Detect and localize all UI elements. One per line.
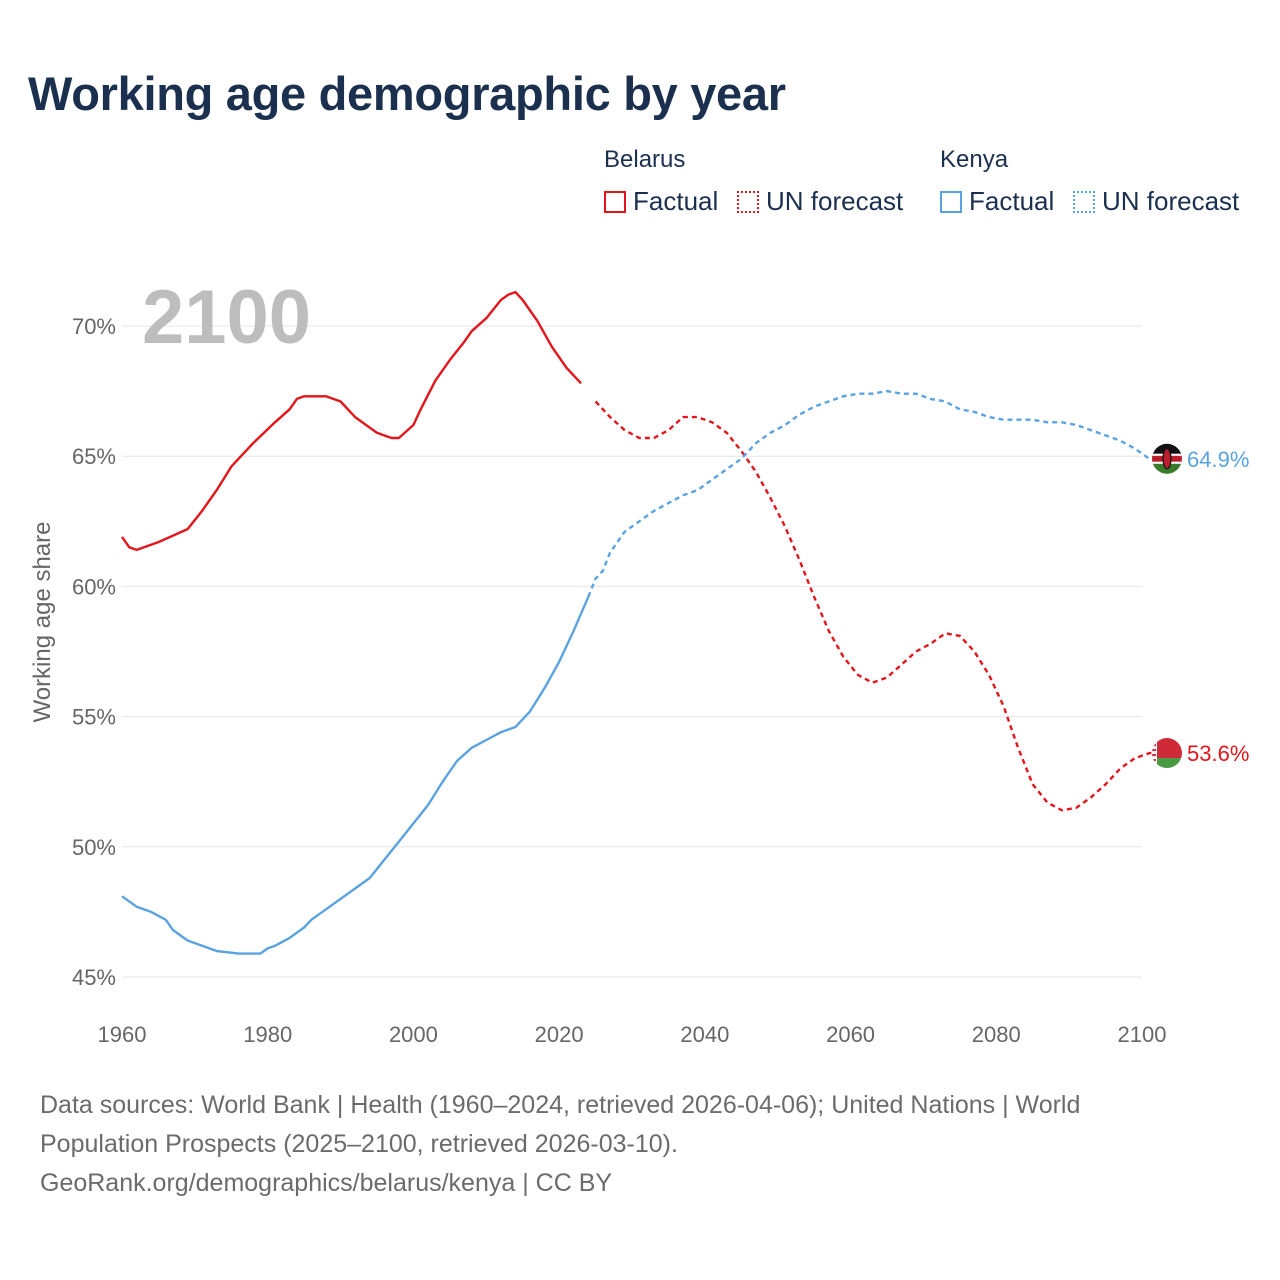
x-tick-label: 2040 <box>680 1022 729 1047</box>
legend-swatch-solid <box>940 190 962 213</box>
legend-label: Factual <box>633 186 719 216</box>
series-line-belarus-factual <box>121 290 582 552</box>
legend-title-kenya: Kenya <box>940 146 1009 173</box>
x-tick-label: 2000 <box>389 1022 438 1047</box>
y-axis-label: Working age share <box>29 522 56 723</box>
series-line-kenya-forecast <box>587 389 1157 598</box>
y-tick-label: 65% <box>72 444 116 469</box>
legend-label: UN forecast <box>766 186 904 216</box>
end-label-belarus: 53.6% <box>1187 741 1249 766</box>
y-tick-label: 50% <box>72 835 116 860</box>
footer: Data sources: World Bank | Health (1960–… <box>40 1086 1220 1203</box>
x-tick-label: 1960 <box>98 1022 147 1047</box>
x-tick-label: 2020 <box>535 1022 584 1047</box>
x-tick-label: 2060 <box>826 1022 875 1047</box>
legend-title-belarus: Belarus <box>604 146 686 173</box>
kenya-flag-icon <box>1152 443 1182 474</box>
legend-item-belarus-factual[interactable]: Factual <box>604 186 718 217</box>
legend-swatch-dotted <box>1073 190 1095 213</box>
footer-source-line1: Data sources: World Bank | Health (1960–… <box>40 1091 1081 1119</box>
legend-swatch-dotted <box>737 190 759 213</box>
footer-source-line2: Population Prospects (2025–2100, retriev… <box>40 1130 678 1158</box>
legend-item-kenya-factual[interactable]: Factual <box>940 186 1054 217</box>
footer-credit: GeoRank.org/demographics/belarus/kenya |… <box>40 1169 613 1197</box>
series-line-kenya-factual <box>121 596 590 955</box>
series-line-belarus-forecast <box>594 400 1157 812</box>
y-tick-label: 70% <box>72 314 116 339</box>
legend-item-kenya-forecast[interactable]: UN forecast <box>1073 186 1239 217</box>
y-tick-label: 55% <box>72 705 116 730</box>
x-tick-label: 1980 <box>243 1022 292 1047</box>
y-tick-label: 60% <box>72 574 116 599</box>
end-label-kenya: 64.9% <box>1187 447 1249 472</box>
legend-item-belarus-forecast[interactable]: UN forecast <box>737 186 903 217</box>
chart-title: Working age demographic by year <box>28 67 786 120</box>
year-label: 2100 <box>142 275 311 360</box>
legend-label: Factual <box>969 186 1055 216</box>
x-tick-label: 2080 <box>972 1022 1021 1047</box>
y-tick-label: 45% <box>72 965 116 990</box>
belarus-flag-icon <box>1152 738 1182 769</box>
x-tick-label: 2100 <box>1118 1022 1167 1047</box>
legend-swatch-solid <box>604 190 626 213</box>
legend-label: UN forecast <box>1102 186 1240 216</box>
